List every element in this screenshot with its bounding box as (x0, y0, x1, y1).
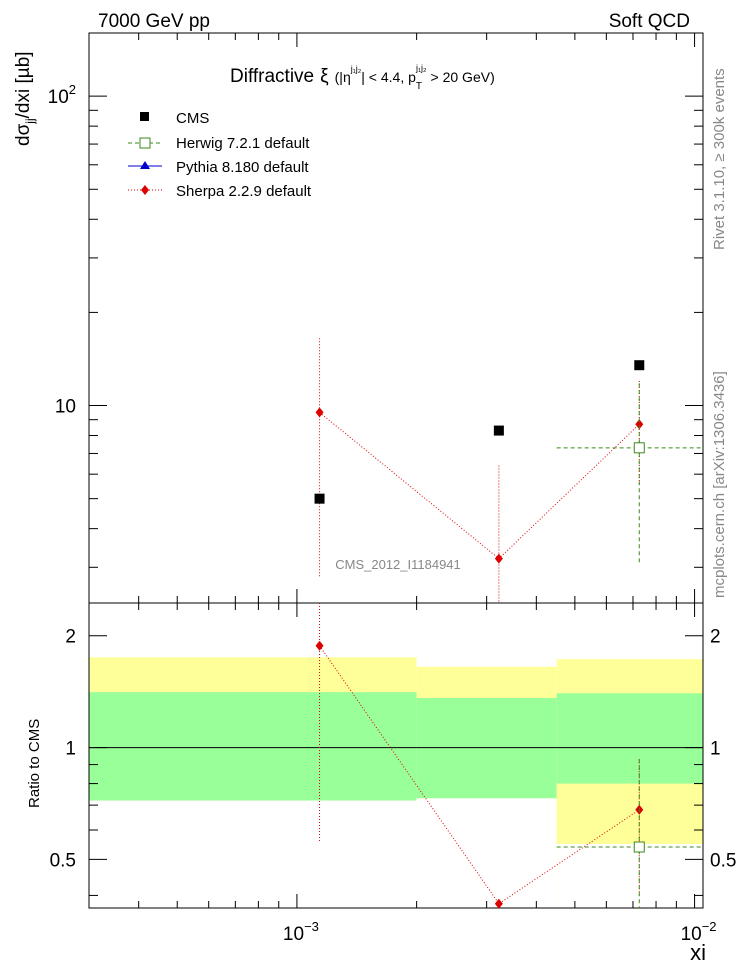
legend-label-cms: CMS (176, 110, 209, 127)
mcplots-label: mcplots.cern.ch [arXiv:1306.3436] (711, 371, 728, 598)
sherpa-point-2 (635, 419, 644, 430)
ratio-tick-label-right-0: 0.5 (710, 850, 736, 871)
ratio-tick-label-left-1: 1 (65, 739, 76, 760)
ratio-band-green-0 (89, 692, 417, 801)
chart-title: Diffractive ξ (|ηj₁j₂| < 4.4, pTj₁j₂> 20 G… (230, 63, 495, 92)
legend-marker-herwig (139, 137, 151, 149)
cms-point-0 (314, 493, 325, 504)
header-energy: 7000 GeV pp (98, 11, 210, 32)
ratio-tick-label-right-2: 2 (710, 627, 721, 648)
x-tick-label-1: 10−2 (681, 919, 717, 945)
legend-label-sherpa: Sherpa 2.2.9 default (176, 183, 312, 200)
cms-point-2 (634, 360, 645, 371)
x-tick-label-0: 10−3 (283, 919, 319, 945)
ratio-band-green-1 (416, 697, 557, 799)
legend: CMS Herwig 7.2.1 default Pythia 8.180 de… (128, 110, 312, 200)
ratio-band-gap-2 (556, 844, 703, 908)
ratio-tick-label-left-0: 0.5 (50, 850, 76, 871)
sherpa-ratio-point-1 (494, 898, 503, 909)
ratio-band-gap-0 (89, 800, 417, 908)
sherpa-point-0 (315, 407, 324, 418)
herwig-ratio-point-0 (633, 841, 645, 853)
cms-point-1 (493, 425, 504, 436)
sherpa-line (319, 412, 640, 560)
y-tick-label-0: 10 (55, 397, 76, 418)
ratio-band-green-2 (556, 693, 703, 784)
legend-marker-sherpa (141, 185, 149, 195)
legend-marker-pythia (140, 161, 150, 169)
ratio-band-gap-1 (416, 798, 557, 908)
x-axis-label: xi (690, 940, 706, 965)
legend-marker-cms (140, 112, 149, 121)
y-tick-label-1: 102 (48, 82, 76, 108)
ratio-tick-label-right-1: 1 (710, 739, 721, 760)
ratio-tick-label-left-2: 2 (65, 627, 76, 648)
analysis-watermark: CMS_2012_I1184941 (335, 557, 461, 572)
legend-label-herwig: Herwig 7.2.1 default (176, 135, 310, 152)
ratio-plot-frame (88, 602, 704, 909)
ratio-y-axis-label: Ratio to CMS (26, 719, 43, 808)
header-category: Soft QCD (609, 11, 690, 32)
sherpa-point-1 (494, 553, 503, 564)
sherpa-ratio-point-0 (315, 640, 324, 651)
legend-label-pythia: Pythia 8.180 default (176, 159, 309, 176)
rivet-label: Rivet 3.1.10, ≥ 300k events (711, 68, 728, 250)
herwig-point-0 (633, 442, 645, 454)
sherpa-ratio-line (319, 645, 640, 905)
y-axis-label: dσjj/dxi [µb] (13, 51, 37, 146)
